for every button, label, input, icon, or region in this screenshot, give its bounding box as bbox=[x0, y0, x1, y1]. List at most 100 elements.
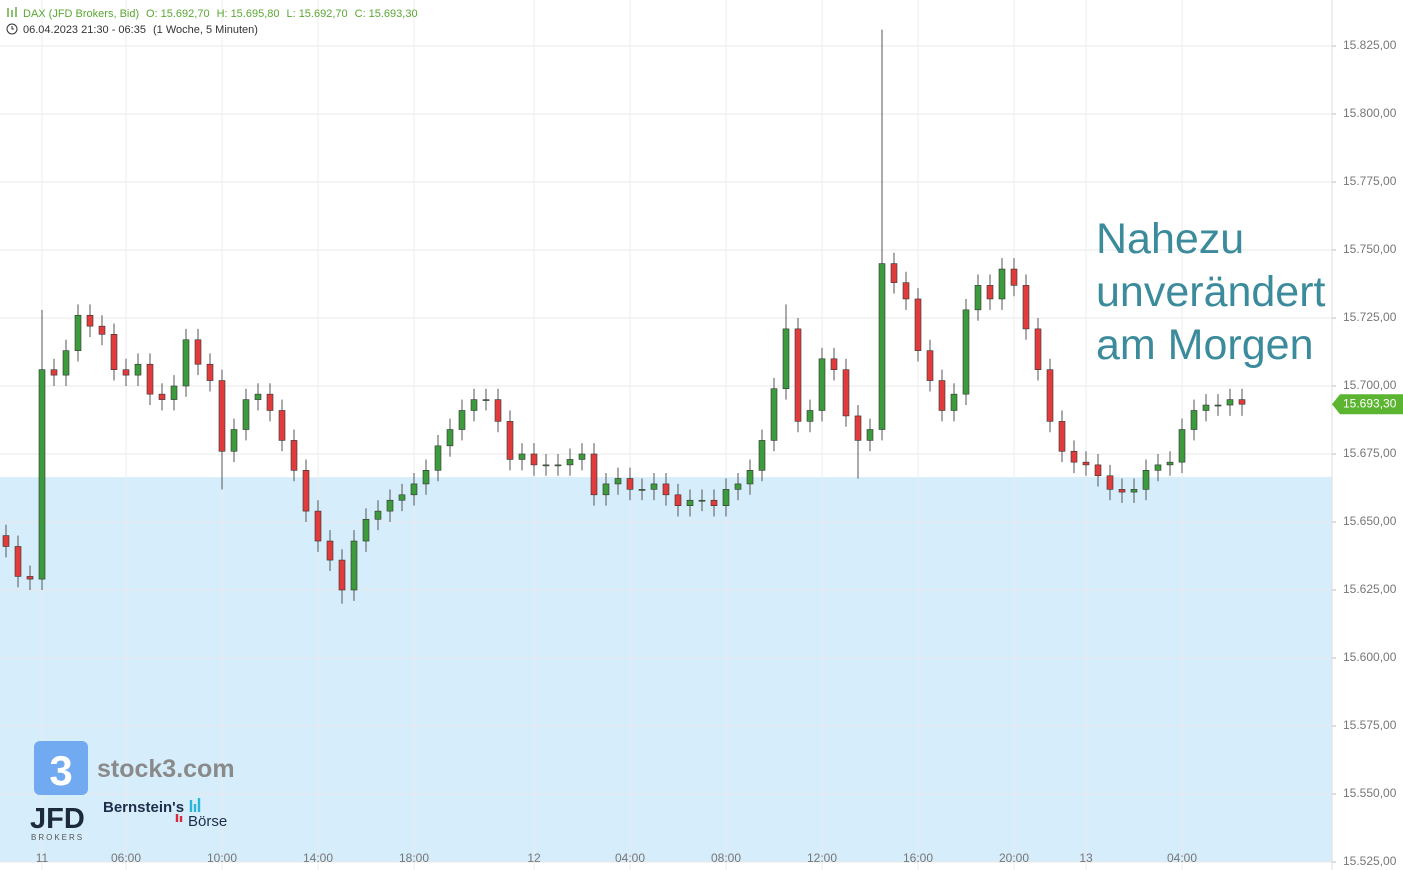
borse-logo: Börse bbox=[188, 813, 227, 830]
candle-body bbox=[482, 399, 490, 401]
candle-body bbox=[1190, 410, 1198, 430]
candle-body bbox=[818, 358, 826, 411]
candle-body bbox=[1118, 489, 1126, 493]
candle-body bbox=[782, 328, 790, 390]
candle-body bbox=[230, 429, 238, 452]
candle-body bbox=[1106, 475, 1114, 490]
candle-body bbox=[122, 369, 130, 376]
candle-body bbox=[1010, 268, 1018, 286]
branding: 3 stock3.com JFD BROKERS Bernstein's Bör… bbox=[30, 741, 235, 842]
y-tick-label: 15.600,00 bbox=[1343, 650, 1397, 664]
x-tick-label: 13 bbox=[1079, 851, 1093, 865]
candle-body bbox=[446, 429, 454, 447]
ohlc-readout: O: 15.692,70 H: 15.695,80 L: 15.692,70 C: 15.69… bbox=[146, 8, 418, 20]
candle-body bbox=[1154, 464, 1162, 471]
candle-body bbox=[1226, 399, 1234, 406]
ohlc-key: H: bbox=[217, 8, 228, 20]
x-tick-label: 20:00 bbox=[999, 851, 1029, 865]
x-tick-label: 11 bbox=[36, 851, 49, 865]
jfd-logo: JFD bbox=[30, 803, 85, 835]
candle-body bbox=[746, 470, 754, 485]
candle-body bbox=[530, 453, 538, 466]
y-tick-label: 15.800,00 bbox=[1343, 106, 1397, 120]
y-tick-label: 15.825,00 bbox=[1343, 38, 1397, 52]
header: DAX (JFD Brokers, Bid) O: 15.692,70 H: 15.6… bbox=[6, 7, 418, 36]
clock-icon bbox=[6, 23, 18, 35]
candle-body bbox=[1034, 328, 1042, 370]
candle-body bbox=[206, 363, 214, 381]
candle-body bbox=[566, 459, 574, 466]
candle-body bbox=[842, 369, 850, 417]
candle-body bbox=[722, 489, 730, 506]
candle-body bbox=[878, 263, 886, 430]
candle-body bbox=[50, 369, 58, 376]
ohlc-value: 15.693,30 bbox=[369, 8, 418, 20]
last-price-marker bbox=[1332, 394, 1403, 415]
candle-body bbox=[1238, 399, 1246, 405]
stock3-text: stock3.com bbox=[97, 755, 235, 783]
candle-body bbox=[638, 489, 646, 491]
candle-body bbox=[950, 393, 958, 411]
annotation-line: Nahezu bbox=[1096, 215, 1244, 263]
candle-body bbox=[398, 494, 406, 501]
candle-body bbox=[1202, 404, 1210, 411]
candle-body bbox=[74, 314, 82, 351]
candle-body bbox=[1214, 404, 1222, 407]
candle-body bbox=[770, 388, 778, 441]
y-tick-label: 15.700,00 bbox=[1343, 378, 1397, 392]
candle-body bbox=[170, 385, 178, 400]
candle-body bbox=[134, 363, 142, 376]
y-tick-label: 15.625,00 bbox=[1343, 582, 1397, 596]
candle-body bbox=[794, 328, 802, 422]
candle-body bbox=[590, 453, 598, 496]
candle-body bbox=[254, 393, 262, 400]
candle-layer bbox=[2, 29, 1246, 604]
candle-body bbox=[710, 499, 718, 506]
candle-body bbox=[806, 410, 814, 422]
candle-body bbox=[626, 478, 634, 490]
candle-body bbox=[1142, 470, 1150, 490]
candle-body bbox=[1022, 285, 1030, 330]
candle-body bbox=[158, 393, 166, 400]
y-tick-label: 15.775,00 bbox=[1343, 174, 1397, 188]
candle-body bbox=[518, 453, 526, 460]
candle-body bbox=[410, 483, 418, 496]
candle-body bbox=[290, 440, 298, 471]
y-tick-label: 15.525,00 bbox=[1343, 854, 1397, 868]
candle-body bbox=[422, 470, 430, 485]
candle-body bbox=[614, 478, 622, 485]
ohlc-value: 15.692,70 bbox=[161, 8, 210, 20]
x-tick-label: 12 bbox=[527, 851, 541, 865]
x-tick-label: 18:00 bbox=[399, 851, 429, 865]
last-price-label: 15.693,30 bbox=[1343, 396, 1397, 410]
candle-body bbox=[890, 263, 898, 283]
candle-body bbox=[1166, 461, 1174, 466]
candle-body bbox=[1130, 489, 1138, 493]
y-tick-label: 15.750,00 bbox=[1343, 242, 1397, 256]
candle-body bbox=[1058, 421, 1066, 452]
candle-body bbox=[278, 410, 286, 441]
y-tick-label: 15.650,00 bbox=[1343, 514, 1397, 528]
candle-body bbox=[602, 483, 610, 496]
x-tick-label: 12:00 bbox=[807, 851, 837, 865]
bernstein-bars bbox=[189, 798, 201, 812]
candle-body bbox=[998, 268, 1006, 300]
candle-body bbox=[86, 314, 94, 327]
x-tick-label: 06:00 bbox=[111, 851, 141, 865]
ohlc-value: 15.695,80 bbox=[231, 8, 280, 20]
x-tick-label: 08:00 bbox=[711, 851, 741, 865]
candle-body bbox=[326, 540, 334, 561]
candle-body bbox=[110, 334, 118, 370]
ohlc-key: O: bbox=[146, 8, 158, 20]
y-tick-label: 15.550,00 bbox=[1343, 786, 1397, 800]
candle-body bbox=[242, 399, 250, 430]
annotation-line: unverändert bbox=[1096, 268, 1326, 316]
candle-body bbox=[854, 415, 862, 441]
candle-body bbox=[38, 369, 46, 580]
candle-body bbox=[338, 559, 346, 591]
candle-body bbox=[974, 285, 982, 311]
x-tick-label: 14:00 bbox=[303, 851, 333, 865]
annotation: Nahezu unverändert am Morgen bbox=[1096, 215, 1326, 369]
